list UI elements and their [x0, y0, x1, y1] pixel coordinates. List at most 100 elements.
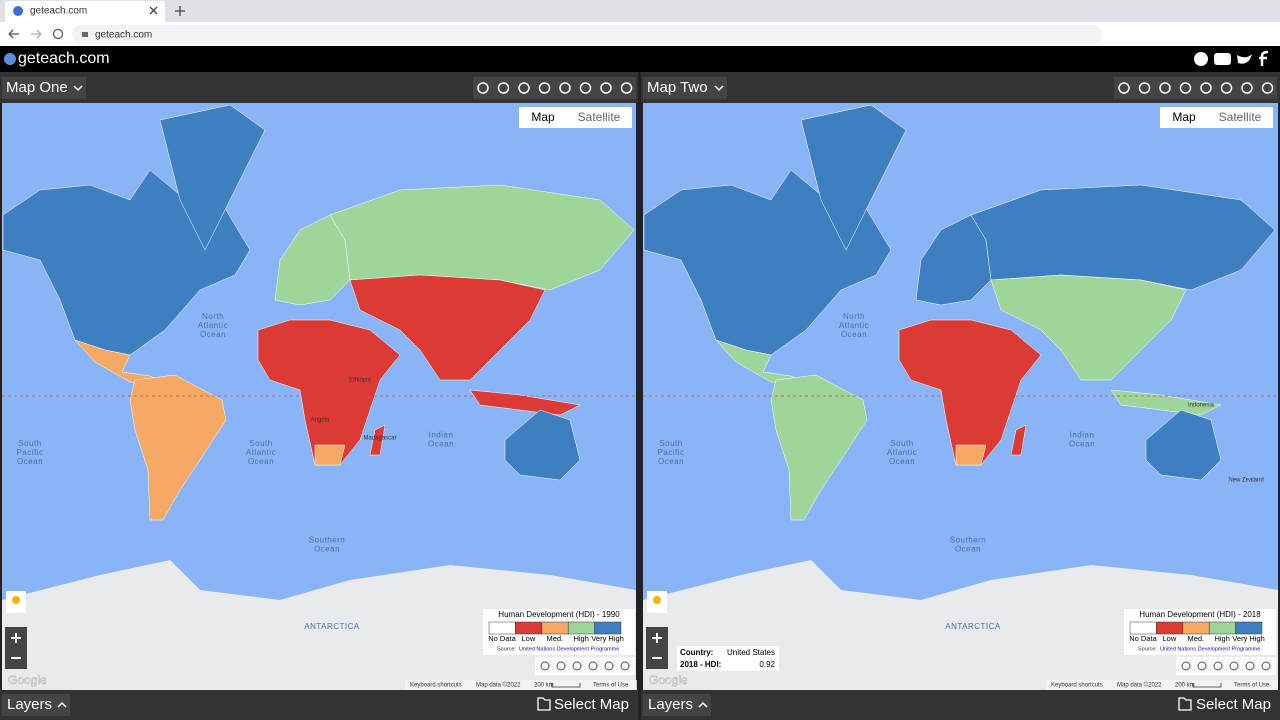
map-panel: Map TwoNorthAtlanticOceanSouthPacificOce…: [641, 72, 1280, 720]
info-value: United States: [727, 648, 775, 657]
ocean-label: Indian: [429, 431, 454, 440]
ocean-label: South: [890, 439, 913, 448]
draw-tool[interactable]: [556, 661, 566, 671]
tool-icon[interactable]: [1159, 82, 1171, 94]
africa: [898, 319, 1042, 466]
ocean-label: South: [18, 439, 41, 448]
russia: [970, 184, 1276, 291]
site-logo: [4, 53, 16, 65]
draw-tool[interactable]: [1197, 661, 1207, 671]
tool-icon[interactable]: [497, 82, 510, 94]
bottom-bar: [0, 690, 638, 720]
layers-label: Layers: [648, 696, 693, 713]
zoom-in[interactable]: [652, 633, 662, 643]
draw-tool[interactable]: [1245, 661, 1255, 671]
dropdown-arrow: [73, 85, 83, 92]
attribution[interactable]: Keyboard shortcuts: [1051, 683, 1103, 689]
draw-tool[interactable]: [620, 661, 630, 671]
ocean-label: Atlantic: [198, 321, 228, 330]
south-asia: [990, 274, 1187, 381]
tool-icon[interactable]: [559, 82, 571, 94]
tool-icon[interactable]: [1261, 82, 1274, 94]
draw-tool[interactable]: [604, 661, 614, 671]
tab[interactable]: [5, 1, 165, 22]
twitter-icon[interactable]: [1237, 54, 1252, 64]
legend-source[interactable]: United Nations Development Programme: [519, 646, 619, 652]
australia: [504, 409, 581, 481]
zoom-in[interactable]: [11, 633, 21, 643]
tab-close[interactable]: [149, 6, 158, 15]
legend-class: Med.: [546, 634, 563, 643]
map-type[interactable]: Map: [531, 110, 555, 124]
ocean-label: Ocean: [17, 457, 43, 466]
map-type[interactable]: Satellite: [1219, 110, 1262, 124]
ocean-label: Ocean: [248, 457, 274, 466]
attribution[interactable]: Terms of Use: [1234, 683, 1270, 689]
draw-tool[interactable]: [540, 661, 550, 671]
tool-icon[interactable]: [1220, 82, 1233, 94]
south-asia: [349, 274, 546, 381]
draw-tool[interactable]: [572, 661, 582, 671]
tool-icon[interactable]: [600, 82, 612, 94]
attribution[interactable]: Keyboard shortcuts: [410, 683, 462, 689]
attribution[interactable]: 200 km: [1175, 683, 1195, 689]
map-type[interactable]: Satellite: [578, 110, 621, 124]
tool-icon[interactable]: [1138, 82, 1151, 94]
draw-tool[interactable]: [1229, 661, 1239, 671]
draw-tool[interactable]: [1261, 661, 1271, 671]
wordpress-icon[interactable]: [1194, 52, 1208, 66]
facebook-icon[interactable]: [1259, 50, 1269, 66]
reload[interactable]: [52, 28, 64, 40]
google-logo: Google: [649, 673, 688, 687]
draw-tools: [535, 657, 635, 675]
draw-tool[interactable]: [1181, 661, 1191, 671]
greenland: [800, 104, 907, 251]
attribution[interactable]: Terms of Use: [593, 683, 629, 689]
map-type[interactable]: Map: [1172, 110, 1196, 124]
central-america: [715, 339, 812, 387]
tool-icon[interactable]: [579, 82, 592, 94]
tool-icon[interactable]: [1179, 82, 1192, 94]
draw-tool[interactable]: [1213, 661, 1223, 671]
legend-class: Med.: [1187, 634, 1204, 643]
tool-icon[interactable]: [477, 82, 489, 94]
site-title[interactable]: geteach.com: [18, 50, 110, 67]
google-logo: Google: [8, 673, 47, 687]
zoom-control[interactable]: [646, 627, 668, 669]
tool-icon[interactable]: [1241, 82, 1253, 94]
address-bar[interactable]: [72, 25, 1102, 44]
select-map[interactable]: Select Map: [554, 696, 629, 713]
country-label: Madagascar: [363, 436, 396, 442]
legend-class: Very High: [591, 634, 624, 643]
antarctica: [643, 560, 1278, 690]
tab-title: geteach.com: [30, 6, 87, 17]
attribution[interactable]: 200 km: [534, 683, 554, 689]
attribution-bar: [1046, 680, 1278, 690]
layers-arrow: [698, 701, 708, 708]
back[interactable]: [8, 29, 19, 39]
south-africa: [955, 444, 987, 466]
south-africa: [314, 444, 346, 466]
pegman-figure: [653, 596, 661, 604]
ocean-label: Pacific: [657, 448, 684, 457]
new-tab[interactable]: [175, 6, 185, 16]
tool-icon[interactable]: [518, 82, 530, 94]
tool-icon[interactable]: [1118, 82, 1130, 94]
forward[interactable]: [31, 29, 42, 39]
tool-icon[interactable]: [620, 82, 633, 94]
select-map[interactable]: Select Map: [1196, 696, 1271, 713]
layers-button[interactable]: [2, 694, 70, 716]
ocean-label: Pacific: [16, 448, 43, 457]
zoom-control[interactable]: [5, 627, 27, 669]
youtube-icon[interactable]: [1214, 53, 1231, 65]
map-select-dropdown[interactable]: [2, 77, 86, 99]
folder-icon: [537, 697, 551, 711]
scale-bar: [1192, 683, 1222, 688]
map-select-dropdown[interactable]: [643, 77, 727, 99]
layers-button[interactable]: [643, 694, 711, 716]
legend-source[interactable]: United Nations Development Programme: [1160, 646, 1260, 652]
tool-icon[interactable]: [538, 82, 551, 94]
country-label: Angola: [311, 418, 330, 424]
tool-icon[interactable]: [1200, 82, 1212, 94]
draw-tool[interactable]: [588, 661, 598, 671]
